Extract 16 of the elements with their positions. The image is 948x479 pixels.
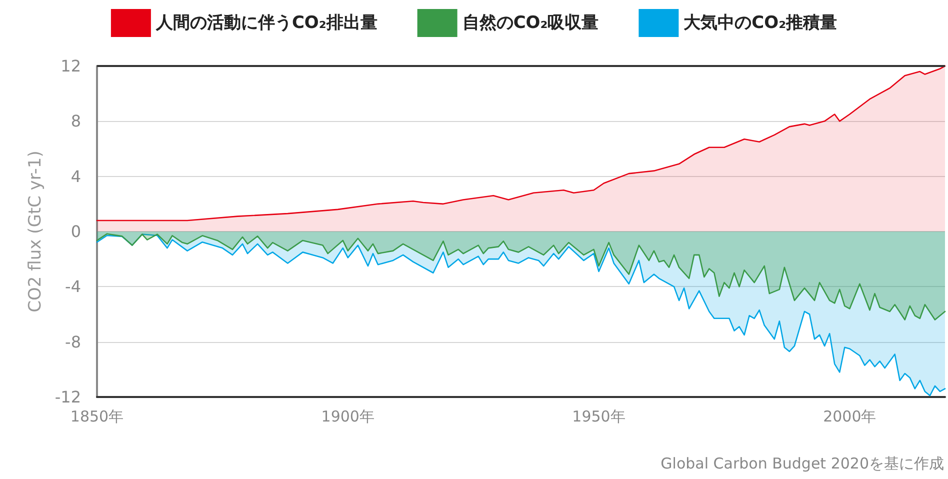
y-tick-label: 8: [70, 112, 81, 131]
y-tick-label: 0: [70, 222, 81, 241]
y-tick-label: -12: [54, 388, 81, 406]
legend-label: 大気中のCO₂推積量: [684, 13, 838, 33]
y-tick-label: 12: [60, 56, 81, 76]
x-tick-label: 1900年: [321, 408, 374, 426]
x-tick-label: 1950年: [572, 408, 626, 426]
y-tick-label: 4: [70, 166, 81, 186]
x-tick-label: 1850年: [70, 408, 124, 426]
y-axis-title: CO2 flux (GtC yr-1): [25, 150, 46, 312]
legend-label: 人間の活動に伴うCO₂排出量: [154, 13, 378, 33]
legend-label: 自然のCO₂吸収量: [462, 13, 599, 33]
y-tick-label: -4: [65, 277, 81, 296]
x-tick-label: 2000年: [823, 408, 876, 426]
y-tick-label: -8: [65, 332, 81, 352]
text: Global Carbon Budget 2020を基に作成: [660, 454, 944, 472]
